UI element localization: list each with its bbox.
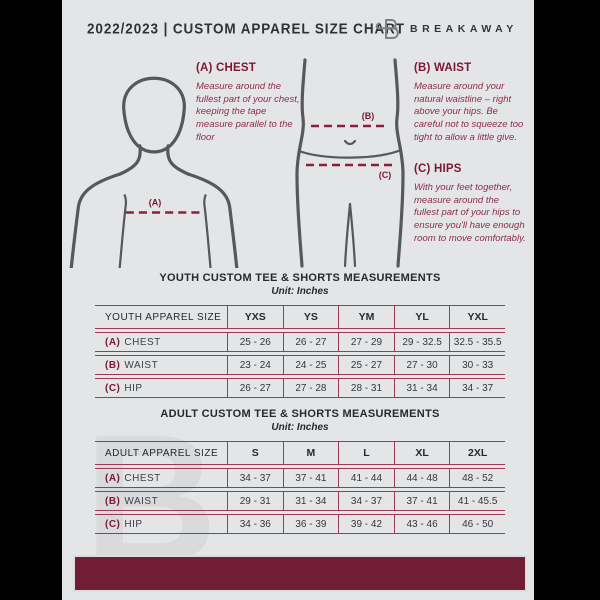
guide-chest-text: Measure around the fullest part of your …: [196, 81, 300, 143]
size-chart-page: 2022/2023 | CUSTOM APPAREL SIZE CHART BR…: [62, 0, 534, 600]
youth-size-col: YM: [338, 306, 394, 328]
guide-waist: (B) WAIST Measure around your natural wa…: [414, 62, 524, 145]
torso-right: [393, 58, 405, 268]
hips-line-label: (C): [379, 170, 392, 180]
shoulder-arm-right: [186, 172, 239, 268]
value-cell: 26 - 27: [282, 333, 339, 351]
row-label: (A) CHEST: [105, 472, 161, 484]
value-cell: 30 - 33: [449, 356, 505, 374]
footer-bar: [73, 555, 527, 592]
value-cell: 28 - 31: [338, 379, 394, 397]
guide-hips-text: With your feet together, measure around …: [414, 182, 526, 244]
value-cell: 25 - 27: [338, 356, 394, 374]
value-cell: 34 - 37: [338, 492, 394, 510]
value-cell: 37 - 41: [393, 492, 450, 510]
inner-arm-left: [118, 194, 128, 268]
youth-hip-row: (C) HIP 26 - 27 27 - 28 28 - 31 31 - 34 3…: [95, 378, 505, 398]
adult-size-col: L: [338, 442, 394, 464]
value-cell: 34 - 37: [227, 469, 283, 487]
value-cell: 24 - 25: [282, 356, 339, 374]
value-cell: 41 - 44: [338, 469, 394, 487]
upper-body-diagram: (A): [69, 76, 239, 268]
inner-leg-left: [343, 202, 352, 268]
adult-hip-row: (C) HIP 34 - 36 36 - 39 39 - 42 43 - 46 4…: [95, 514, 505, 534]
adult-size-header-cell: ADULT APPAREL SIZE: [105, 447, 219, 459]
value-cell: 37 - 41: [282, 469, 339, 487]
value-cell: 29 - 32.5: [393, 333, 450, 351]
youth-size-table-section: YOUTH CUSTOM TEE & SHORTS MEASUREMENTS U…: [95, 272, 505, 401]
brand: BREAKAWAY: [374, 16, 518, 42]
adult-size-col: S: [227, 442, 283, 464]
row-label: (C) HIP: [105, 382, 143, 394]
hip-curve: [297, 148, 403, 159]
inner-arm-right: [203, 194, 212, 268]
breakaway-logo-icon: [375, 19, 399, 39]
guide-waist-text: Measure around your natural waistline – …: [414, 81, 524, 143]
value-cell: 27 - 29: [338, 333, 394, 351]
neck-right: [166, 144, 190, 176]
adult-size-col: 2XL: [449, 442, 505, 464]
adult-size-col: XL: [393, 442, 450, 464]
adult-size-table-section: ADULT CUSTOM TEE & SHORTS MEASUREMENTS U…: [95, 408, 505, 537]
row-label: (C) HIP: [105, 518, 143, 530]
value-cell: 27 - 30: [393, 356, 450, 374]
youth-table-unit: Unit: Inches: [271, 286, 329, 297]
value-cell: 31 - 34: [282, 492, 339, 510]
brand-name: BREAKAWAY: [410, 23, 518, 35]
adult-size-table: ADULT APPAREL SIZE S M L XL 2XL (A) CHEST…: [95, 441, 505, 534]
value-cell: 27 - 28: [282, 379, 339, 397]
value-cell: 43 - 46: [393, 515, 450, 533]
value-cell: 23 - 24: [227, 356, 283, 374]
value-cell: 48 - 52: [449, 469, 505, 487]
value-cell: 32.5 - 35.5: [449, 333, 505, 351]
youth-size-col: YXL: [449, 306, 505, 328]
head-outline: [122, 76, 186, 154]
inner-leg-right: [348, 202, 357, 268]
youth-size-col: YL: [393, 306, 450, 328]
value-cell: 25 - 26: [227, 333, 283, 351]
youth-size-col: YS: [282, 306, 339, 328]
row-label: (A) CHEST: [105, 336, 161, 348]
row-label: (B) WAIST: [105, 495, 159, 507]
youth-chest-row: (A) CHEST 25 - 26 26 - 27 27 - 29 29 - 32…: [95, 332, 505, 352]
torso-left: [295, 58, 307, 268]
youth-size-col: YXS: [227, 306, 283, 328]
value-cell: 36 - 39: [282, 515, 339, 533]
page-title: 2022/2023 | CUSTOM APPAREL SIZE CHART: [87, 20, 405, 37]
guide-chest-heading: (A) CHEST: [196, 62, 256, 74]
youth-size-header-cell: YOUTH APPAREL SIZE: [105, 311, 222, 323]
value-cell: 46 - 50: [449, 515, 505, 533]
youth-header-row: YOUTH APPAREL SIZE YXS YS YM YL YXL: [95, 305, 505, 329]
adult-size-col: M: [282, 442, 339, 464]
youth-size-table: YOUTH APPAREL SIZE YXS YS YM YL YXL (A) C…: [95, 305, 505, 398]
adult-table-unit: Unit: Inches: [271, 422, 329, 433]
guide-hips: (C) HIPS With your feet together, measur…: [414, 163, 526, 246]
neck-left: [118, 144, 142, 176]
lower-body-diagram: (B) (C): [295, 58, 405, 268]
value-cell: 31 - 34: [393, 379, 450, 397]
guide-chest: (A) CHEST Measure around the fullest par…: [196, 62, 302, 145]
guide-waist-heading: (B) WAIST: [414, 62, 472, 74]
value-cell: 34 - 36: [227, 515, 283, 533]
adult-table-title: ADULT CUSTOM TEE & SHORTS MEASUREMENTS: [160, 408, 440, 420]
navel-mark: [343, 139, 357, 146]
value-cell: 26 - 27: [227, 379, 283, 397]
chest-line-label: (A): [149, 197, 162, 207]
adult-chest-row: (A) CHEST 34 - 37 37 - 41 41 - 44 44 - 48…: [95, 468, 505, 488]
value-cell: 41 - 45.5: [449, 492, 505, 510]
youth-table-title: YOUTH CUSTOM TEE & SHORTS MEASUREMENTS: [159, 272, 441, 284]
value-cell: 44 - 48: [393, 469, 450, 487]
value-cell: 39 - 42: [338, 515, 394, 533]
row-label: (B) WAIST: [105, 359, 159, 371]
adult-header-row: ADULT APPAREL SIZE S M L XL 2XL: [95, 441, 505, 465]
adult-waist-row: (B) WAIST 29 - 31 31 - 34 34 - 37 37 - 41…: [95, 491, 505, 511]
youth-waist-row: (B) WAIST 23 - 24 24 - 25 25 - 27 27 - 30…: [95, 355, 505, 375]
value-cell: 29 - 31: [227, 492, 283, 510]
value-cell: 34 - 37: [449, 379, 505, 397]
shoulder-arm-left: [69, 172, 122, 268]
waist-line-label: (B): [362, 111, 375, 121]
guide-hips-heading: (C) HIPS: [414, 163, 462, 175]
